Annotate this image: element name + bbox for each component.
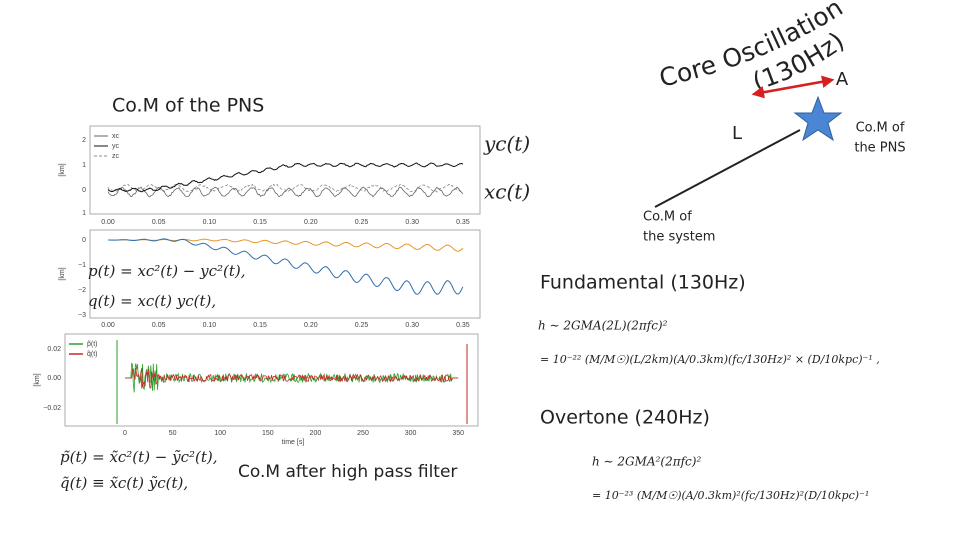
- x-tick-label: 0.05: [152, 322, 166, 329]
- x-tick-label: 0.10: [203, 322, 217, 329]
- x-tick-label: 150: [262, 430, 274, 437]
- lever-line: [654, 129, 801, 208]
- x-tick-label: 0.25: [355, 322, 369, 329]
- pns-left: Co.M of the PNS: [112, 95, 264, 117]
- fundamental-title: Fundamental (130Hz): [540, 272, 746, 294]
- system-label: the system: [643, 230, 715, 245]
- amplitude-arrow: [751, 75, 835, 99]
- x-tick-label: 350: [452, 430, 464, 437]
- plot-area: [89, 125, 481, 215]
- curve-p: [108, 238, 464, 295]
- curve-zc: [107, 183, 463, 193]
- system-label: Co.M of: [643, 210, 692, 225]
- curve-label: yc(t): [483, 132, 530, 156]
- curve-label: xc(t): [484, 180, 530, 204]
- legend-label: xc: [112, 133, 120, 140]
- curve-xc: [107, 186, 464, 198]
- x-tick-label: 0.35: [456, 322, 470, 329]
- x-tick-label: 0.30: [405, 219, 419, 226]
- y-tick-label: −1: [78, 262, 86, 269]
- x-tick-label: 0.35: [456, 219, 470, 226]
- y-tick-label: 2: [82, 137, 86, 144]
- y-axis-label: [km]: [59, 163, 66, 176]
- x-tick-label: 0.15: [253, 322, 267, 329]
- x-tick-label: 200: [310, 430, 322, 437]
- pns-right: the PNS: [854, 141, 905, 156]
- x-tick-label: 250: [357, 430, 369, 437]
- legend-label: p̃(t): [87, 341, 98, 348]
- x-tick-label: 0.00: [101, 322, 115, 329]
- filtered-eq: p̃(t) = x̃c²(t) − ỹc²(t),: [60, 448, 218, 466]
- x-axis-label: time [s]: [282, 439, 305, 446]
- y-tick-label: 1: [82, 210, 86, 217]
- y-tick-label: −3: [78, 312, 86, 319]
- panel-equation: p(t) = xc²(t) − yc²(t),: [88, 262, 246, 280]
- y-tick-label: 0: [82, 237, 86, 244]
- x-tick-label: 0.25: [355, 219, 369, 226]
- curve-yc: [107, 162, 464, 193]
- filtered-label: Co.M after high pass filter: [238, 462, 457, 482]
- fundamental-eq2: = 10⁻²² (M/M☉)(L/2km)(A/0.3km)(fc/130Hz)…: [540, 353, 880, 366]
- x-tick-label: 50: [169, 430, 177, 437]
- legend-label: zc: [112, 153, 120, 160]
- x-tick-label: 0.30: [405, 322, 419, 329]
- length-label: L: [732, 123, 742, 144]
- x-tick-label: 0.00: [101, 219, 115, 226]
- y-tick-label: 1: [82, 162, 86, 169]
- y-axis-label: [km]: [59, 267, 66, 280]
- y-tick-label: 0.00: [47, 375, 61, 382]
- star: [793, 95, 843, 142]
- y-axis-label: [km]: [34, 373, 41, 386]
- y-tick-label: −0.02: [43, 405, 61, 412]
- y-tick-label: −2: [78, 287, 86, 294]
- overtone-eq2: = 10⁻²³ (M/M☉)(A/0.3km)²(fc/130Hz)²(D/10…: [592, 489, 869, 502]
- x-tick-label: 0.05: [152, 219, 166, 226]
- x-tick-label: 0.20: [304, 322, 318, 329]
- y-tick-label: 0: [82, 187, 86, 194]
- plot-area: [89, 229, 481, 319]
- legend-label: q̃(t): [87, 351, 98, 358]
- curve-qt: [125, 367, 459, 389]
- x-tick-label: 100: [214, 430, 226, 437]
- x-tick-label: 0.15: [253, 219, 267, 226]
- x-tick-label: 0.10: [203, 219, 217, 226]
- y-tick-label: 0.02: [47, 346, 61, 353]
- panel-equation: q(t) = xc(t) yc(t),: [88, 292, 216, 310]
- x-tick-label: 0: [123, 430, 127, 437]
- filtered-eq: q̃(t) ≡ x̃c(t) ỹc(t),: [60, 474, 188, 492]
- overtone-eq1: h ∼ 2GMA²(2πfc)²: [592, 455, 701, 469]
- legend-label: yc: [112, 143, 120, 150]
- amplitude-label: A: [836, 69, 849, 90]
- x-tick-label: 300: [405, 430, 417, 437]
- fundamental-eq1: h ∼ 2GMA(2L)(2πfc)²: [538, 319, 668, 333]
- overtone-title: Overtone (240Hz): [540, 407, 710, 429]
- pns-right: Co.M of: [856, 121, 905, 136]
- x-tick-label: 0.20: [304, 219, 318, 226]
